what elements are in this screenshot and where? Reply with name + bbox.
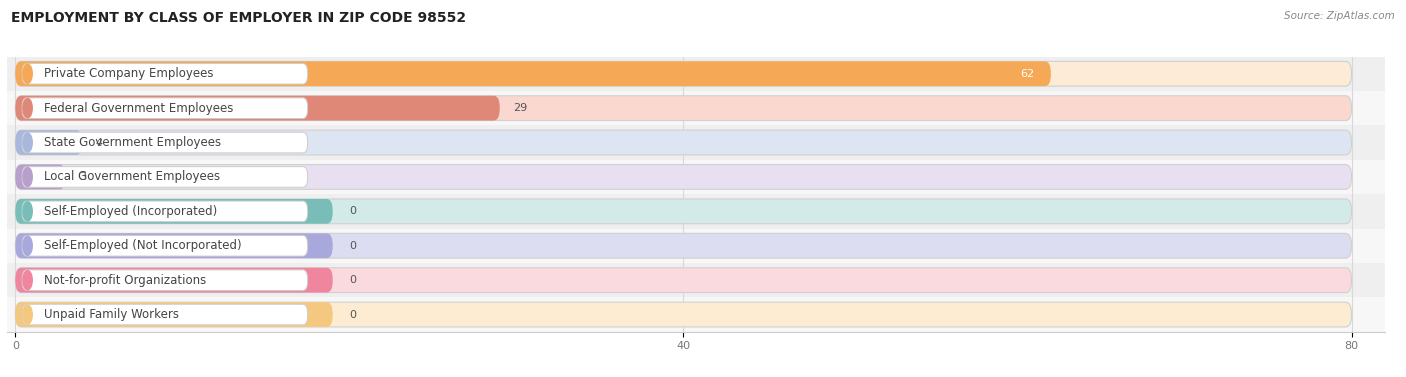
FancyBboxPatch shape	[15, 268, 333, 293]
Text: Federal Government Employees: Federal Government Employees	[44, 102, 233, 115]
Text: State Government Employees: State Government Employees	[44, 136, 221, 149]
FancyBboxPatch shape	[15, 199, 333, 224]
Text: 0: 0	[350, 241, 356, 251]
Text: 29: 29	[513, 103, 527, 113]
Circle shape	[22, 271, 32, 290]
Text: 62: 62	[1019, 69, 1035, 79]
FancyBboxPatch shape	[22, 235, 308, 256]
Bar	[7, 297, 1385, 332]
FancyBboxPatch shape	[22, 270, 308, 290]
Text: Self-Employed (Incorporated): Self-Employed (Incorporated)	[44, 205, 217, 218]
FancyBboxPatch shape	[15, 302, 1351, 327]
Bar	[7, 126, 1385, 160]
FancyBboxPatch shape	[22, 201, 308, 222]
FancyBboxPatch shape	[15, 302, 333, 327]
Circle shape	[22, 202, 32, 221]
Bar	[7, 228, 1385, 263]
FancyBboxPatch shape	[22, 167, 308, 187]
FancyBboxPatch shape	[15, 199, 1351, 224]
Text: Unpaid Family Workers: Unpaid Family Workers	[44, 308, 179, 321]
Text: Private Company Employees: Private Company Employees	[44, 67, 214, 80]
Circle shape	[22, 133, 32, 152]
Text: 0: 0	[350, 275, 356, 285]
Circle shape	[22, 64, 32, 83]
Bar	[7, 57, 1385, 91]
Circle shape	[22, 167, 32, 187]
FancyBboxPatch shape	[15, 96, 1351, 121]
Bar	[7, 160, 1385, 194]
FancyBboxPatch shape	[22, 63, 308, 84]
FancyBboxPatch shape	[22, 98, 308, 118]
FancyBboxPatch shape	[22, 304, 308, 325]
Bar	[7, 194, 1385, 228]
FancyBboxPatch shape	[15, 233, 1351, 258]
Text: Source: ZipAtlas.com: Source: ZipAtlas.com	[1284, 11, 1395, 21]
FancyBboxPatch shape	[22, 132, 308, 153]
FancyBboxPatch shape	[15, 61, 1351, 86]
FancyBboxPatch shape	[15, 96, 499, 121]
Text: Local Government Employees: Local Government Employees	[44, 170, 221, 184]
FancyBboxPatch shape	[15, 268, 1351, 293]
FancyBboxPatch shape	[15, 61, 1050, 86]
FancyBboxPatch shape	[15, 233, 333, 258]
Text: 3: 3	[79, 172, 86, 182]
Circle shape	[22, 98, 32, 118]
Text: Self-Employed (Not Incorporated): Self-Employed (Not Incorporated)	[44, 239, 242, 252]
Text: EMPLOYMENT BY CLASS OF EMPLOYER IN ZIP CODE 98552: EMPLOYMENT BY CLASS OF EMPLOYER IN ZIP C…	[11, 11, 467, 25]
Bar	[7, 263, 1385, 297]
FancyBboxPatch shape	[15, 130, 82, 155]
Text: 4: 4	[96, 138, 103, 147]
Text: Not-for-profit Organizations: Not-for-profit Organizations	[44, 274, 207, 287]
Text: 0: 0	[350, 206, 356, 216]
FancyBboxPatch shape	[15, 165, 1351, 189]
FancyBboxPatch shape	[15, 130, 1351, 155]
Circle shape	[22, 305, 32, 324]
Circle shape	[22, 236, 32, 255]
Bar	[7, 91, 1385, 126]
Text: 0: 0	[350, 310, 356, 320]
FancyBboxPatch shape	[15, 165, 66, 189]
